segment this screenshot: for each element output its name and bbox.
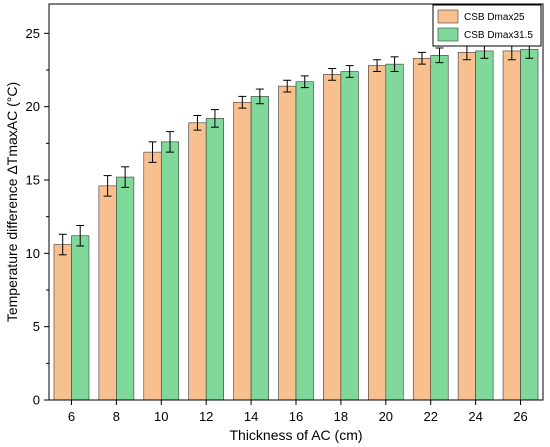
bar [160,141,180,401]
x-tick-label: 14 [244,409,258,424]
bar [71,235,90,401]
x-tick-label: 26 [513,409,527,424]
legend-swatch [437,27,459,42]
bar [295,81,314,401]
x-tick-label: 16 [289,409,303,424]
x-tick-label: 20 [379,409,393,424]
y-tick-label: 20 [26,99,40,114]
bar [116,176,135,401]
bar [278,85,297,401]
legend: CSB Dmax25 CSB Dmax31.5 [432,4,542,47]
bar [430,55,449,401]
x-axis: 6 8 10 12 14 16 18 20 22 24 26 [68,400,528,424]
bar [340,71,359,401]
x-tick-label: 22 [423,409,437,424]
y-tick-label: 15 [26,173,40,188]
bar [250,96,269,401]
bar [475,50,494,401]
bar [502,50,521,401]
bar [188,122,207,401]
y-tick-label: 25 [26,26,40,41]
legend-label: CSB Dmax31.5 [464,30,533,41]
bar-series-group [53,49,539,401]
x-tick-label: 24 [468,409,482,424]
bar [143,151,162,401]
y-tick-label: 10 [26,246,40,261]
bar [368,65,387,401]
x-tick-label: 6 [68,409,75,424]
x-tick-label: 12 [199,409,213,424]
y-axis-title: Temperature difference ΔTmaxAC (°C) [4,82,20,322]
x-axis-title: Thickness of AC (cm) [229,427,362,443]
y-tick-label: 0 [33,393,40,408]
x-tick-label: 8 [113,409,120,424]
bar [53,244,72,401]
bar [412,57,432,401]
bar [98,185,117,401]
bar [233,101,252,401]
bar [385,63,404,401]
plot-frame [48,3,544,401]
x-tick-label: 18 [334,409,348,424]
x-tick-label: 10 [154,409,168,424]
bar [323,74,342,401]
bar [457,52,476,401]
bar [520,49,539,401]
y-tick-label: 5 [33,319,40,334]
bar [205,118,224,401]
legend-label: CSB Dmax25 [464,12,525,23]
legend-swatch [437,9,459,24]
y-axis: 0 5 10 15 20 25 [26,26,49,408]
